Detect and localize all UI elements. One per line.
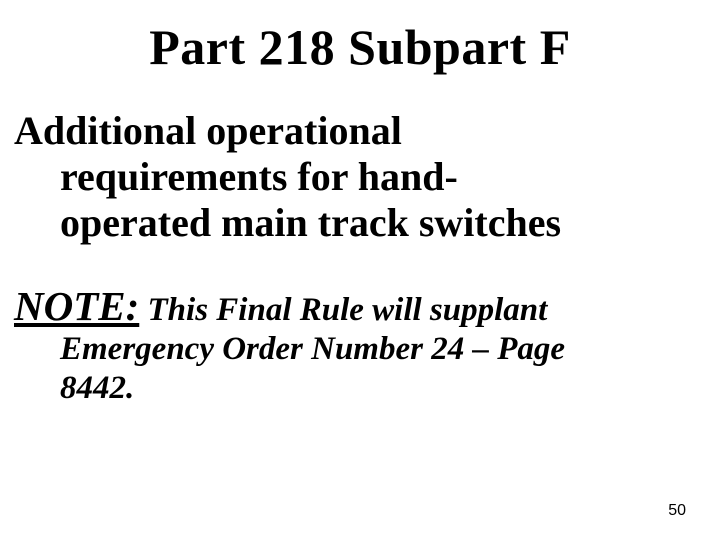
note-label: NOTE:	[14, 283, 139, 329]
subtitle-line-2: requirements for hand-	[14, 154, 710, 200]
subtitle-line-3: operated main track switches	[14, 200, 710, 246]
slide-container: Part 218 Subpart F Additional operationa…	[0, 0, 720, 540]
note-block: NOTE: This Final Rule will supplant Emer…	[10, 282, 710, 408]
note-line-1: NOTE: This Final Rule will supplant	[14, 292, 547, 328]
note-line-2: Emergency Order Number 24 – Page	[14, 330, 710, 369]
slide-subtitle: Additional operational requirements for …	[10, 108, 710, 246]
note-line-3: 8442.	[14, 369, 710, 408]
slide-title: Part 218 Subpart F	[10, 18, 710, 76]
note-line-1-rest: This Final Rule will supplant	[139, 292, 547, 328]
page-number: 50	[668, 502, 686, 520]
subtitle-line-1: Additional operational	[14, 108, 402, 153]
